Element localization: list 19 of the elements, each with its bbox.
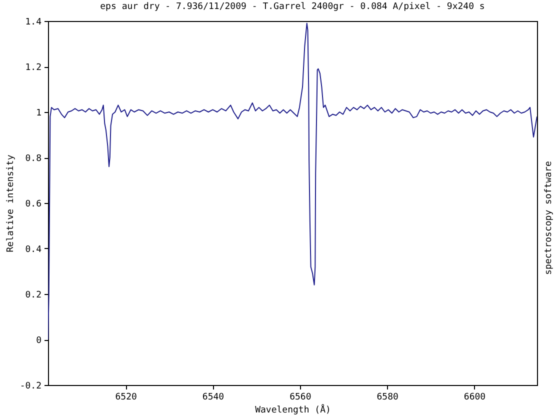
- y-tick-label: 1.4: [25, 18, 42, 28]
- y-tick-label: 0.8: [25, 154, 42, 164]
- x-tick-label: 6560: [290, 392, 312, 402]
- line-series: [48, 22, 537, 340]
- y-tick-label: 0.6: [25, 200, 42, 210]
- x-tick-label: 6580: [376, 392, 398, 402]
- x-tick-label: 6520: [115, 392, 137, 402]
- y-axis-title: Relative intensity: [6, 154, 16, 252]
- y-tick-label: 0.4: [25, 245, 42, 255]
- y-tick-label: 1: [36, 108, 42, 118]
- y-tick-label: -0.2: [20, 382, 42, 392]
- chart-title: eps aur dry - 7.936/11/2009 - T.Garrel 2400gr - 0.084 A/pixel - 9x240 s: [100, 2, 485, 12]
- x-tick-label: 6540: [202, 392, 224, 402]
- x-tick-label: 6600: [464, 392, 486, 402]
- y-tick-label: 0.2: [25, 290, 42, 300]
- y-tick-label: 0: [36, 336, 42, 346]
- y-tick-label: 1.2: [25, 63, 42, 73]
- text: spectroscopy software: [544, 161, 554, 275]
- x-axis-title: Wavelength (Å): [255, 404, 331, 416]
